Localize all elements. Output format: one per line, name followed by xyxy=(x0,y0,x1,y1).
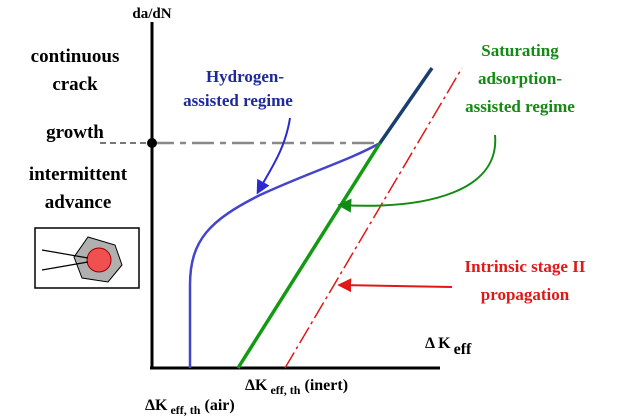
annotation-text: assisted regime xyxy=(183,91,293,110)
region-text: advance xyxy=(45,192,112,213)
upper-line xyxy=(378,67,434,144)
crack-icon xyxy=(34,227,140,289)
annotation-text: propagation xyxy=(481,285,570,304)
saturating-annotation: Saturating adsorption- assisted regime xyxy=(465,41,575,116)
intrinsic-arrow xyxy=(337,278,453,293)
hydrogen-curve xyxy=(188,141,381,368)
annotation-text: Saturating xyxy=(481,41,559,60)
threshold-air: ΔK eff, th (air) xyxy=(145,397,235,417)
threshold-tail: (inert) xyxy=(304,377,348,394)
intrinsic-annotation: Intrinsic stage II propagation xyxy=(465,257,586,304)
threshold-sub: eff, th xyxy=(270,383,300,397)
threshold-inert: ΔK eff, th (inert) xyxy=(245,377,348,397)
annotation-text: Intrinsic stage II xyxy=(465,257,586,276)
x-label-sub: eff xyxy=(454,341,472,358)
saturating-arrow xyxy=(337,134,497,213)
region-text: intermittent xyxy=(29,164,128,185)
annotation-text: Hydrogen- xyxy=(206,67,284,86)
hydrogen-annotation: Hydrogen- assisted regime xyxy=(183,67,293,110)
intrinsic-line xyxy=(284,67,463,369)
region-labels: continuous crack growth intermittent adv… xyxy=(29,46,128,213)
region-text: growth xyxy=(46,122,104,143)
annotation-text: adsorption- xyxy=(478,69,562,88)
x-label-main: Δ K xyxy=(425,335,451,352)
saturating-line xyxy=(236,142,382,369)
threshold-main: ΔK xyxy=(145,397,168,414)
y-label: da/dN xyxy=(132,6,171,22)
region-text: crack xyxy=(52,74,98,95)
threshold-main: ΔK xyxy=(245,377,268,394)
region-text: continuous xyxy=(31,46,120,67)
transition-dot xyxy=(147,138,157,148)
annotation-text: assisted regime xyxy=(465,97,575,116)
threshold-tail: (air) xyxy=(204,397,234,414)
hydrogen-arrow xyxy=(256,117,291,195)
threshold-sub: eff, th xyxy=(170,403,200,417)
